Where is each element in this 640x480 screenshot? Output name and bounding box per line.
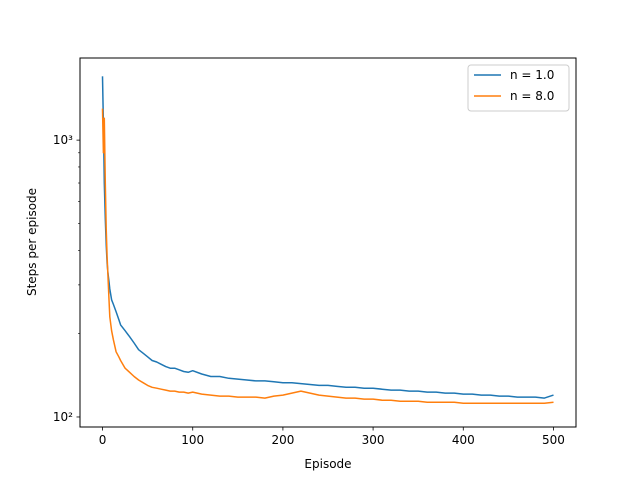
x-tick-label: 200 <box>271 433 294 447</box>
legend: n = 1.0 n = 8.0 <box>467 64 570 112</box>
series-layer <box>101 76 554 405</box>
x-tick-label: 0 <box>99 433 107 447</box>
x-tick-label: 100 <box>181 433 204 447</box>
legend-label-n1: n = 1.0 <box>510 68 554 82</box>
series-line-n8 <box>101 108 554 405</box>
y-tick-label: 10³ <box>53 133 73 147</box>
series-line-n1 <box>101 76 554 399</box>
plot-area-frame <box>79 57 577 428</box>
x-axis: 0 100 200 300 400 500 <box>99 427 565 447</box>
x-tick-label: 400 <box>452 433 475 447</box>
x-axis-label: Episode <box>304 457 351 471</box>
y-axis: 10² 10³ <box>53 133 80 424</box>
legend-label-n8: n = 8.0 <box>510 89 554 103</box>
x-tick-label: 300 <box>362 433 385 447</box>
y-tick-label: 10² <box>53 410 73 424</box>
y-axis-label: Steps per episode <box>25 188 39 296</box>
legend-frame <box>467 64 570 112</box>
x-tick-label: 500 <box>542 433 565 447</box>
